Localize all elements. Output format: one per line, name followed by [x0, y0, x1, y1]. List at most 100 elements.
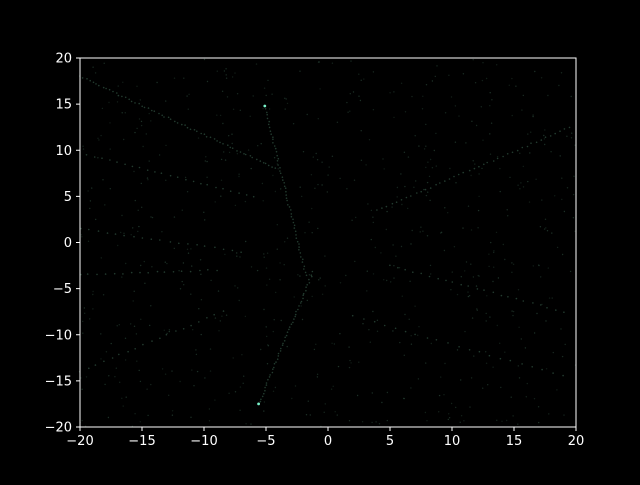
data-point — [133, 235, 135, 238]
data-point — [468, 349, 471, 351]
data-point — [358, 73, 360, 75]
data-point — [422, 95, 424, 98]
data-point — [176, 122, 179, 124]
data-point — [435, 165, 437, 167]
data-point — [350, 362, 352, 364]
data-point — [372, 71, 375, 73]
data-point — [181, 209, 183, 211]
data-point — [443, 394, 445, 396]
data-point — [496, 156, 499, 158]
data-point — [530, 131, 532, 133]
data-point — [266, 111, 268, 114]
data-point — [204, 219, 206, 221]
data-point — [306, 113, 308, 116]
data-point — [124, 96, 127, 99]
data-point — [256, 269, 259, 272]
data-point — [168, 330, 170, 333]
data-point — [318, 279, 320, 281]
data-point — [166, 332, 168, 335]
data-point — [448, 74, 450, 77]
data-point — [437, 277, 440, 280]
data-point — [477, 227, 479, 229]
data-point — [267, 164, 270, 167]
data-point — [231, 142, 233, 145]
data-point — [486, 295, 488, 297]
data-point — [405, 196, 408, 199]
x-tick-label: 20 — [568, 434, 585, 449]
data-point — [556, 246, 559, 249]
data-point — [305, 289, 307, 292]
data-point — [293, 318, 295, 320]
data-point — [316, 373, 319, 375]
data-point — [222, 122, 224, 125]
data-point — [331, 62, 334, 64]
data-point — [205, 136, 208, 138]
data-point — [136, 85, 138, 88]
data-point — [255, 158, 258, 161]
data-point — [453, 175, 455, 178]
data-point — [192, 180, 195, 183]
data-point — [93, 156, 96, 158]
data-point — [120, 231, 122, 234]
data-point — [124, 163, 126, 166]
data-point — [359, 99, 362, 102]
data-point — [122, 81, 124, 84]
data-point — [298, 246, 300, 248]
data-point — [475, 285, 478, 287]
data-point — [444, 362, 446, 365]
data-point — [82, 332, 84, 334]
data-point — [355, 216, 357, 219]
data-point — [193, 385, 195, 387]
data-point — [470, 229, 473, 231]
data-point — [113, 272, 116, 275]
data-point — [430, 342, 432, 345]
data-point — [460, 276, 462, 278]
data-point — [368, 329, 370, 331]
data-point — [294, 385, 297, 387]
data-point — [236, 93, 239, 95]
data-point — [560, 328, 562, 330]
data-point — [148, 160, 150, 162]
data-point — [89, 79, 91, 82]
data-point — [283, 182, 286, 184]
data-point — [386, 391, 389, 394]
data-point — [404, 330, 407, 333]
data-point — [285, 194, 288, 196]
data-point — [574, 230, 576, 232]
data-point — [238, 299, 240, 302]
data-point — [186, 248, 189, 250]
data-point — [147, 272, 149, 274]
data-point — [200, 299, 203, 301]
data-point — [438, 411, 440, 413]
data-point — [372, 221, 374, 224]
data-point — [263, 410, 265, 412]
data-point — [499, 342, 501, 344]
data-point — [214, 201, 216, 203]
data-point — [116, 101, 119, 103]
data-point — [511, 310, 513, 312]
data-point — [130, 234, 132, 236]
data-point — [269, 130, 272, 132]
data-point — [349, 359, 351, 362]
data-point — [360, 130, 362, 132]
data-point — [400, 199, 403, 201]
data-point — [151, 266, 153, 268]
data-point — [538, 264, 540, 266]
data-point — [460, 283, 463, 286]
data-point — [451, 271, 453, 273]
data-point — [301, 195, 303, 198]
data-point — [124, 112, 127, 114]
data-point — [303, 265, 306, 268]
data-point — [291, 397, 293, 400]
data-point — [460, 379, 462, 381]
data-point — [517, 423, 519, 425]
data-point — [478, 173, 480, 175]
data-point — [370, 209, 373, 212]
data-point — [485, 320, 487, 322]
data-point — [554, 195, 556, 197]
data-point — [266, 363, 269, 365]
data-point — [140, 124, 143, 127]
data-point — [109, 148, 111, 150]
data-point — [190, 416, 192, 418]
data-point — [511, 77, 513, 80]
